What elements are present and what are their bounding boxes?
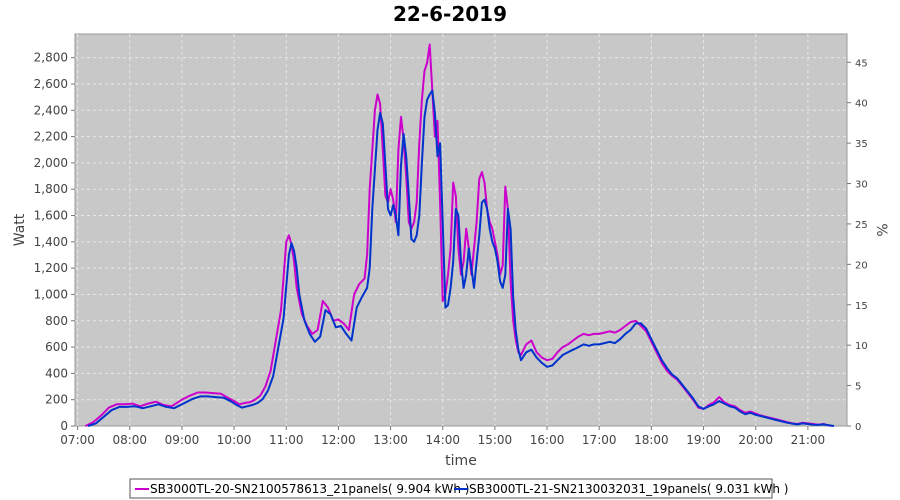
x-tick-label: 07:00 [60,433,95,447]
y-tick-label: 600 [45,340,68,354]
y-tick-label: 2,800 [34,51,68,65]
x-tick-label: 14:00 [425,433,460,447]
y2-tick-label: 15 [855,301,868,312]
x-tick-label: 09:00 [165,433,200,447]
y2-tick-label: 40 [855,99,868,110]
x-tick-label: 17:00 [582,433,617,447]
y-tick-label: 1,000 [34,287,68,301]
y-axis-ticks: 0 200 400 600 800 1,000 1,200 1,400 1,600 1,800 2,… [34,51,75,433]
legend-label-2: SB3000TL-21-SN2130032031_19panels( 9.031… [469,482,788,496]
y2-axis-title: % [873,223,889,236]
y-tick-label: 400 [45,366,68,380]
y2-tick-label: 25 [855,220,868,231]
x-tick-label: 19:00 [686,433,721,447]
y-tick-label: 1,200 [34,261,68,275]
legend-label-1: SB3000TL-20-SN2100578613_21panels( 9.904… [150,482,469,496]
x-tick-label: 15:00 [478,433,513,447]
y2-tick-label: 20 [855,260,868,271]
y-tick-label: 800 [45,314,68,328]
x-tick-label: 11:00 [269,433,304,447]
y-tick-label: 0 [60,419,68,433]
grid [75,34,847,426]
series-line-2 [87,89,835,427]
y2-axis-ticks: 0 5 10 15 20 25 30 35 40 45 [847,58,868,433]
series-lines [84,43,835,427]
y-tick-label: 2,000 [34,156,68,170]
x-tick-label: 18:00 [634,433,669,447]
y2-tick-label: 0 [855,422,861,433]
y-tick-label: 1,400 [34,235,68,249]
x-tick-label: 16:00 [530,433,565,447]
y2-tick-label: 5 [855,382,861,393]
x-tick-label: 08:00 [112,433,147,447]
x-axis-title: time [445,453,477,469]
y-tick-label: 2,400 [34,103,68,117]
y2-tick-label: 45 [855,58,868,69]
x-axis-ticks: 07:00 08:00 09:00 10:00 11:00 12:00 13:00 14:00… [60,426,825,447]
plot-area [74,33,848,427]
chart-title: 22-6-2019 [393,2,507,26]
x-tick-label: 20:00 [738,433,773,447]
x-tick-label: 13:00 [373,433,408,447]
x-tick-label: 10:00 [217,433,252,447]
y2-tick-label: 30 [855,180,868,191]
x-tick-label: 12:00 [321,433,356,447]
y-tick-label: 200 [45,393,68,407]
y-tick-label: 2,200 [34,130,68,144]
y-tick-label: 2,600 [34,77,68,91]
y-tick-label: 1,600 [34,209,68,223]
legend-box [129,478,773,499]
y-tick-label: 1,800 [34,182,68,196]
y2-tick-label: 10 [855,341,868,352]
y2-tick-label: 35 [855,139,868,150]
y-axis-title: Watt [12,213,28,246]
x-tick-label: 21:00 [791,433,826,447]
legend: SB3000TL-20-SN2100578613_21panels( 9.904… [129,478,788,499]
